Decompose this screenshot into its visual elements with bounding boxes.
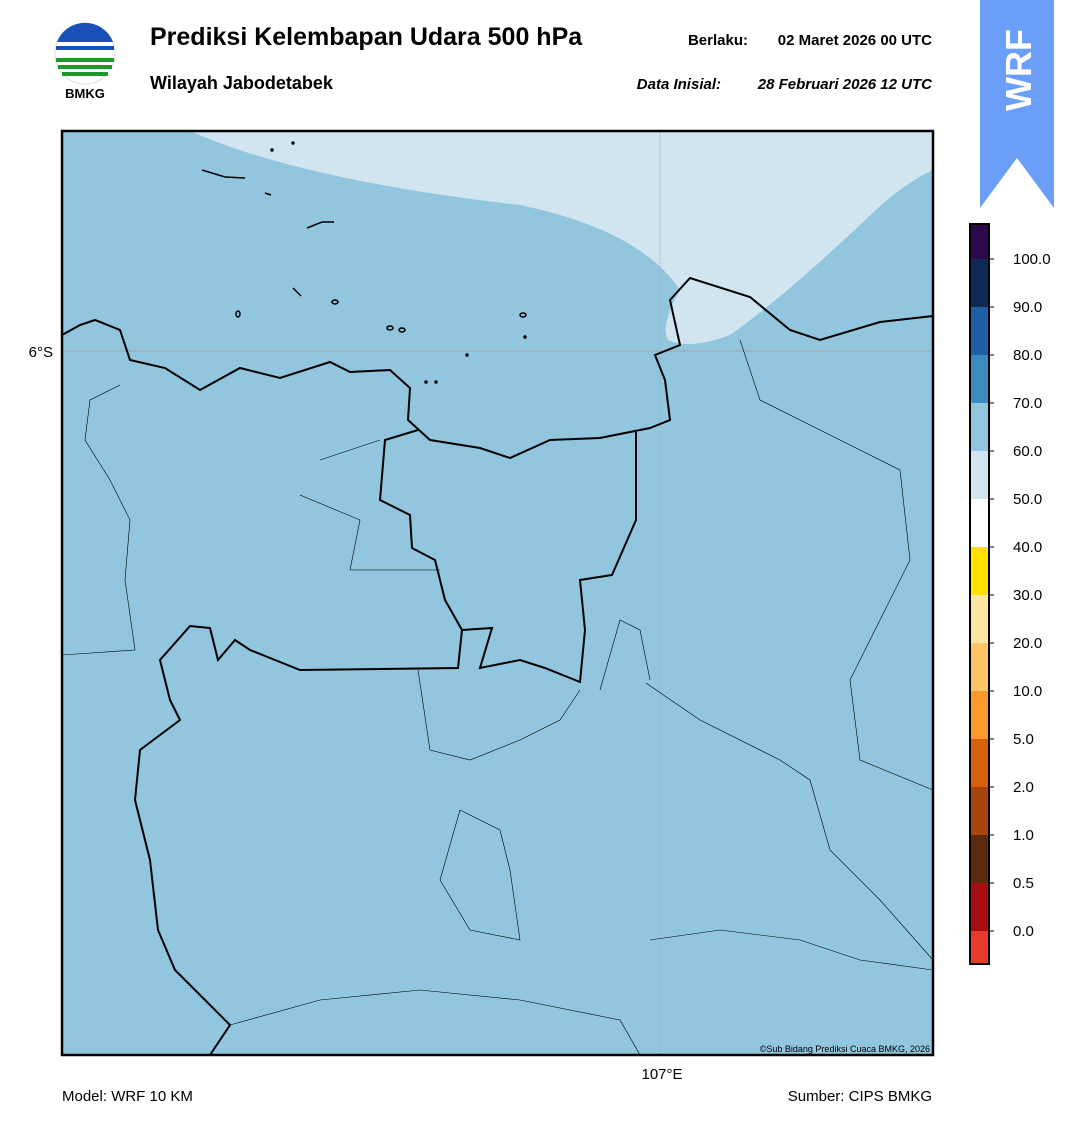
colorbar-label: 40.0: [1013, 539, 1042, 556]
colorbar-label: 0.5: [1013, 875, 1034, 892]
regency-border: [61, 339, 934, 1056]
colorbar: 100.0 90.0 80.0 70.0 60.0 50.0 40.0 30.0 20.0 10.…: [969, 223, 1051, 965]
colorbar-label: 10.0: [1013, 683, 1042, 700]
logo-text: BMKG: [65, 86, 105, 101]
map-frame: [60, 129, 935, 1057]
valid-time: 02 Maret 2026 00 UTC: [778, 32, 932, 49]
colorbar-swatch: [970, 739, 989, 787]
footer-source: Sumber: CIPS BMKG: [788, 1088, 932, 1105]
badge: [980, 0, 1054, 208]
colorbar-label: 20.0: [1013, 635, 1042, 652]
colorbar-label: 60.0: [1013, 443, 1042, 460]
footer-model: Model: WRF 10 KM: [62, 1088, 193, 1105]
colorbar-swatch: [970, 403, 989, 451]
colorbar-label: 90.0: [1013, 299, 1042, 316]
colorbar-swatch: [970, 547, 989, 595]
colorbar-swatch: [970, 835, 989, 883]
init-time: 28 Februari 2026 12 UTC: [757, 76, 933, 93]
colorbar-swatch: [970, 643, 989, 691]
colorbar-swatch: [970, 307, 989, 355]
badge-text: WRF: [998, 29, 1039, 111]
logo: BMKG: [54, 22, 116, 101]
colorbar-frame: [969, 223, 990, 965]
init-label: Data Inisial:: [637, 76, 721, 93]
lon-label: 107°E: [641, 1066, 682, 1083]
valid-label: Berlaku:: [688, 32, 748, 49]
colorbar-label: 0.0: [1013, 923, 1034, 940]
colorbar-swatch: [970, 787, 989, 835]
colorbar-swatch: [970, 595, 989, 643]
colorbar-label: 80.0: [1013, 347, 1042, 364]
colorbar-swatch: [970, 883, 989, 931]
colorbar-swatch: [970, 691, 989, 739]
islands: [201, 141, 527, 384]
colorbar-swatch: [970, 499, 989, 547]
colorbar-swatch: [970, 451, 989, 499]
title: Prediksi Kelembapan Udara 500 hPa: [150, 23, 583, 51]
humidity-contour: [190, 131, 933, 344]
map: 6°S 107°E ©Sub Bidang Prediksi Cuaca BMK…: [29, 129, 935, 1083]
colorbar-swatch: [970, 931, 989, 964]
subtitle: Wilayah Jabodetabek: [150, 73, 334, 93]
colorbar-swatch: [970, 355, 989, 403]
colorbar-label: 1.0: [1013, 827, 1034, 844]
coastline: [61, 276, 934, 460]
colorbar-swatch: [970, 224, 989, 259]
colorbar-label: 5.0: [1013, 731, 1034, 748]
province-border: [133, 429, 637, 1056]
lat-label: 6°S: [29, 344, 53, 361]
colorbar-label: 2.0: [1013, 779, 1034, 796]
colorbar-label: 50.0: [1013, 491, 1042, 508]
credit: ©Sub Bidang Prediksi Cuaca BMKG, 2026: [760, 1044, 930, 1054]
colorbar-swatch: [970, 259, 989, 307]
colorbar-label: 30.0: [1013, 587, 1042, 604]
colorbar-label: 70.0: [1013, 395, 1042, 412]
colorbar-label: 100.0: [1013, 251, 1051, 268]
